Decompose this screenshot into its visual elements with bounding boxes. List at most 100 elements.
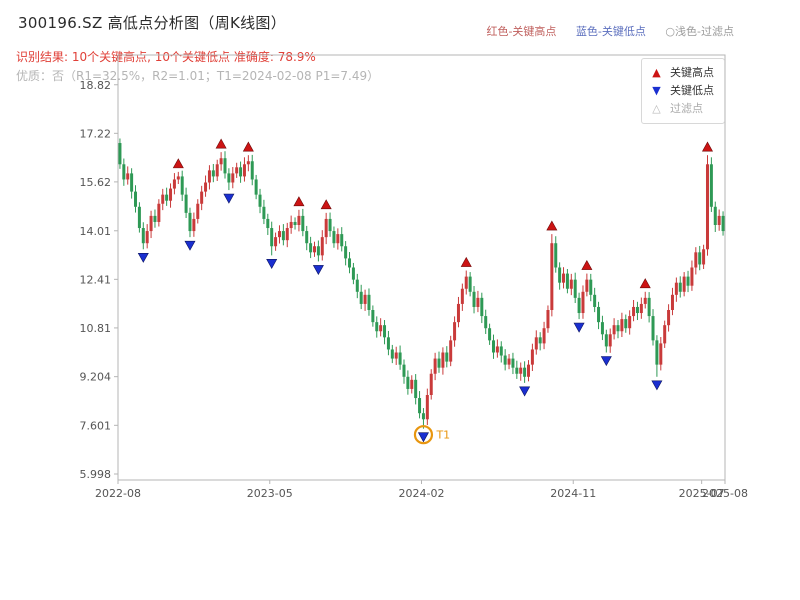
candle-body [449, 340, 453, 362]
candle-body [476, 297, 480, 307]
candle-body [219, 158, 223, 165]
candle-body [573, 279, 577, 298]
key-low-marker [573, 322, 585, 333]
candle-body [597, 306, 601, 323]
candle-body [651, 316, 655, 341]
hollow-triangle-icon: △ [652, 102, 661, 115]
y-tick-label: 10.81 [80, 322, 112, 335]
candle-body [169, 188, 173, 201]
y-tick-label: 7.601 [80, 419, 112, 432]
t1-label: T1 [435, 429, 450, 442]
candle-body [375, 322, 379, 332]
up-triangle-icon: ▲ [652, 66, 661, 79]
candle-body [565, 273, 569, 289]
key-low-marker [223, 193, 235, 204]
candle-body [258, 194, 262, 207]
candle-body [667, 310, 671, 326]
candle-body [122, 164, 126, 180]
quality-line: 优质：否（R1=32.5%，R2=1.01；T1=2024-02-08 P1=7… [16, 69, 380, 83]
candle-body [297, 215, 301, 225]
candle-body [301, 215, 305, 232]
candle-body [340, 234, 344, 247]
candle-body [670, 294, 674, 310]
candle-body [698, 252, 702, 265]
candle-body [534, 337, 538, 350]
candle-body [165, 194, 169, 201]
candle-body [546, 310, 550, 329]
y-tick-label: 14.01 [80, 225, 112, 238]
candle-body [281, 231, 285, 241]
candle-body [394, 352, 398, 359]
candle-body [530, 349, 534, 365]
key-high-marker [242, 141, 254, 152]
candle-body [359, 291, 363, 304]
candle-body [118, 143, 122, 165]
candle-body [663, 325, 667, 344]
candle-body [593, 294, 597, 307]
legend-key-high-label: 红色-关键高点 [486, 25, 557, 38]
down-triangle-icon: ▼ [652, 84, 661, 97]
candle-body [472, 291, 476, 307]
candle-body [270, 228, 274, 247]
candle-body [196, 203, 200, 219]
recognition-result-line: 识别结果: 10个关键高点, 10个关键低点 准确度: 78.9% [16, 50, 316, 64]
candle-body [643, 297, 647, 304]
candle-body [460, 288, 464, 304]
candle-body [215, 164, 219, 177]
candle-body [511, 358, 515, 368]
candle-body [632, 306, 636, 317]
candle-body [309, 243, 313, 253]
candle-body [558, 267, 562, 283]
candle-body [363, 294, 367, 304]
candle-body [569, 279, 573, 289]
candle-body [612, 325, 616, 335]
candle-body [149, 215, 153, 232]
candle-body [523, 367, 527, 377]
candle-body [250, 161, 254, 180]
key-low-marker [312, 265, 324, 276]
candle-body [581, 291, 585, 314]
candle-body [468, 276, 472, 292]
candle-body [686, 276, 690, 286]
legend-item-label: 关键高点 [670, 66, 714, 79]
candle-body [655, 340, 659, 365]
x-tick-label: 2024-02 [399, 487, 445, 500]
candle-body [515, 367, 519, 374]
key-high-marker [172, 158, 184, 169]
candle-body [172, 179, 176, 189]
candle-body [542, 328, 546, 344]
candle-body [456, 303, 460, 323]
t1-circle-annotation [413, 425, 434, 445]
candle-body [316, 246, 320, 256]
candle-body [211, 170, 215, 177]
candle-body [503, 355, 507, 365]
candle-body [379, 325, 383, 332]
candle-body [231, 173, 235, 183]
key-high-marker [215, 138, 227, 149]
candle-body [410, 379, 414, 389]
plot-frame [117, 54, 726, 481]
candle-body [488, 328, 492, 341]
x-tick-label: 2025-07 [679, 487, 725, 500]
candle-body [176, 176, 180, 180]
candle-body [562, 273, 566, 283]
key-low-marker [137, 252, 149, 263]
y-tick-label: 15.62 [80, 176, 112, 189]
candle-body [600, 322, 604, 335]
y-tick-label: 12.41 [80, 273, 112, 286]
x-tick-label: 2024-11 [550, 487, 596, 500]
candle-body [239, 167, 243, 177]
key-low-marker [417, 432, 429, 443]
candle-body [324, 218, 328, 238]
candle-body [328, 218, 332, 232]
y-tick-label: 17.22 [80, 127, 112, 140]
key-high-marker [293, 196, 305, 207]
candle-body [262, 206, 266, 219]
y-tick-label: 5.998 [80, 468, 112, 481]
candle-body [126, 173, 130, 180]
candle-body [717, 215, 721, 225]
key-high-marker [581, 259, 593, 270]
candle-body [371, 310, 375, 323]
candle-body [674, 282, 678, 295]
y-tick-label: 9.204 [80, 371, 112, 384]
